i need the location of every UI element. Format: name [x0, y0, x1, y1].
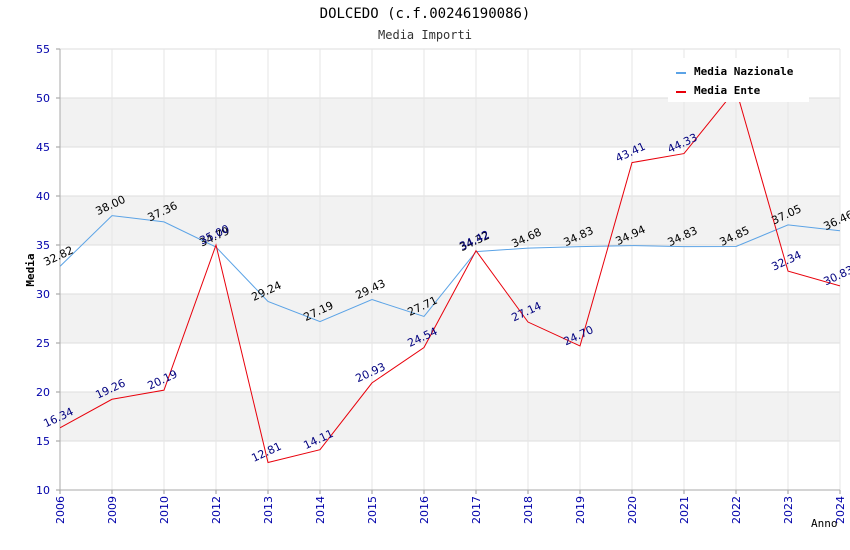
x-tick-label: 2021	[678, 496, 691, 524]
grid-band	[60, 147, 840, 196]
y-tick-label: 50	[36, 92, 50, 105]
y-tick-label: 55	[36, 43, 50, 56]
legend-label-media-ente: Media Ente	[694, 84, 761, 97]
x-tick-label: 2020	[626, 496, 639, 524]
y-tick-label: 35	[36, 239, 50, 252]
x-tick-label: 2012	[210, 496, 223, 524]
x-axis-label: Anno	[811, 517, 838, 530]
y-tick-label: 45	[36, 141, 50, 154]
y-tick-label: 15	[36, 435, 50, 448]
y-tick-labels: 10 15 20 25 30 35 40 45 50 55	[36, 43, 50, 497]
y-axis-label: Media	[24, 253, 37, 286]
x-tick-label: 2018	[522, 496, 535, 524]
series-line-media-nazionale	[60, 215, 840, 323]
y-tick-label: 20	[36, 386, 50, 399]
grid-band	[60, 392, 840, 441]
grid-band	[60, 196, 840, 245]
grid-band	[60, 441, 840, 490]
x-tick-label: 2014	[314, 496, 327, 524]
x-tick-label: 2022	[730, 496, 743, 524]
grid-band	[60, 245, 840, 294]
x-tick-label: 2017	[470, 496, 483, 524]
legend-label-media-nazionale: Media Nazionale	[694, 65, 794, 78]
y-tick-label: 40	[36, 190, 50, 203]
x-tick-label: 2006	[54, 496, 67, 524]
chart-title: DOLCEDO (c.f.00246190086)	[320, 6, 531, 22]
x-tick-label: 2010	[158, 496, 171, 524]
x-tick-label: 2023	[782, 496, 795, 524]
x-tick-label: 2013	[262, 496, 275, 524]
grid-lines	[59, 48, 841, 491]
x-tick-label: 2024	[834, 496, 847, 524]
y-tick-label: 25	[36, 337, 50, 350]
y-tick-label: 10	[36, 484, 50, 497]
x-tick-label: 2019	[574, 496, 587, 524]
grid-band	[60, 98, 840, 147]
x-tick-label: 2009	[106, 496, 119, 524]
series-lines	[60, 88, 840, 464]
axes	[56, 48, 841, 494]
grid-band	[60, 343, 840, 392]
legend-background	[668, 58, 809, 102]
series-line-media-ente	[60, 88, 840, 464]
x-tick-label: 2015	[366, 496, 379, 524]
x-tick-labels: 2006 2009 2010 2012 2013 2014 2015 2016 2017 2018…	[54, 496, 847, 524]
chart-subtitle: Media Importi	[378, 28, 472, 42]
legend: Media Nazionale Media Ente	[668, 58, 809, 102]
x-tick-label: 2016	[418, 496, 431, 524]
grid-band	[60, 294, 840, 343]
y-tick-label: 30	[36, 288, 50, 301]
grid-bands	[60, 49, 840, 490]
